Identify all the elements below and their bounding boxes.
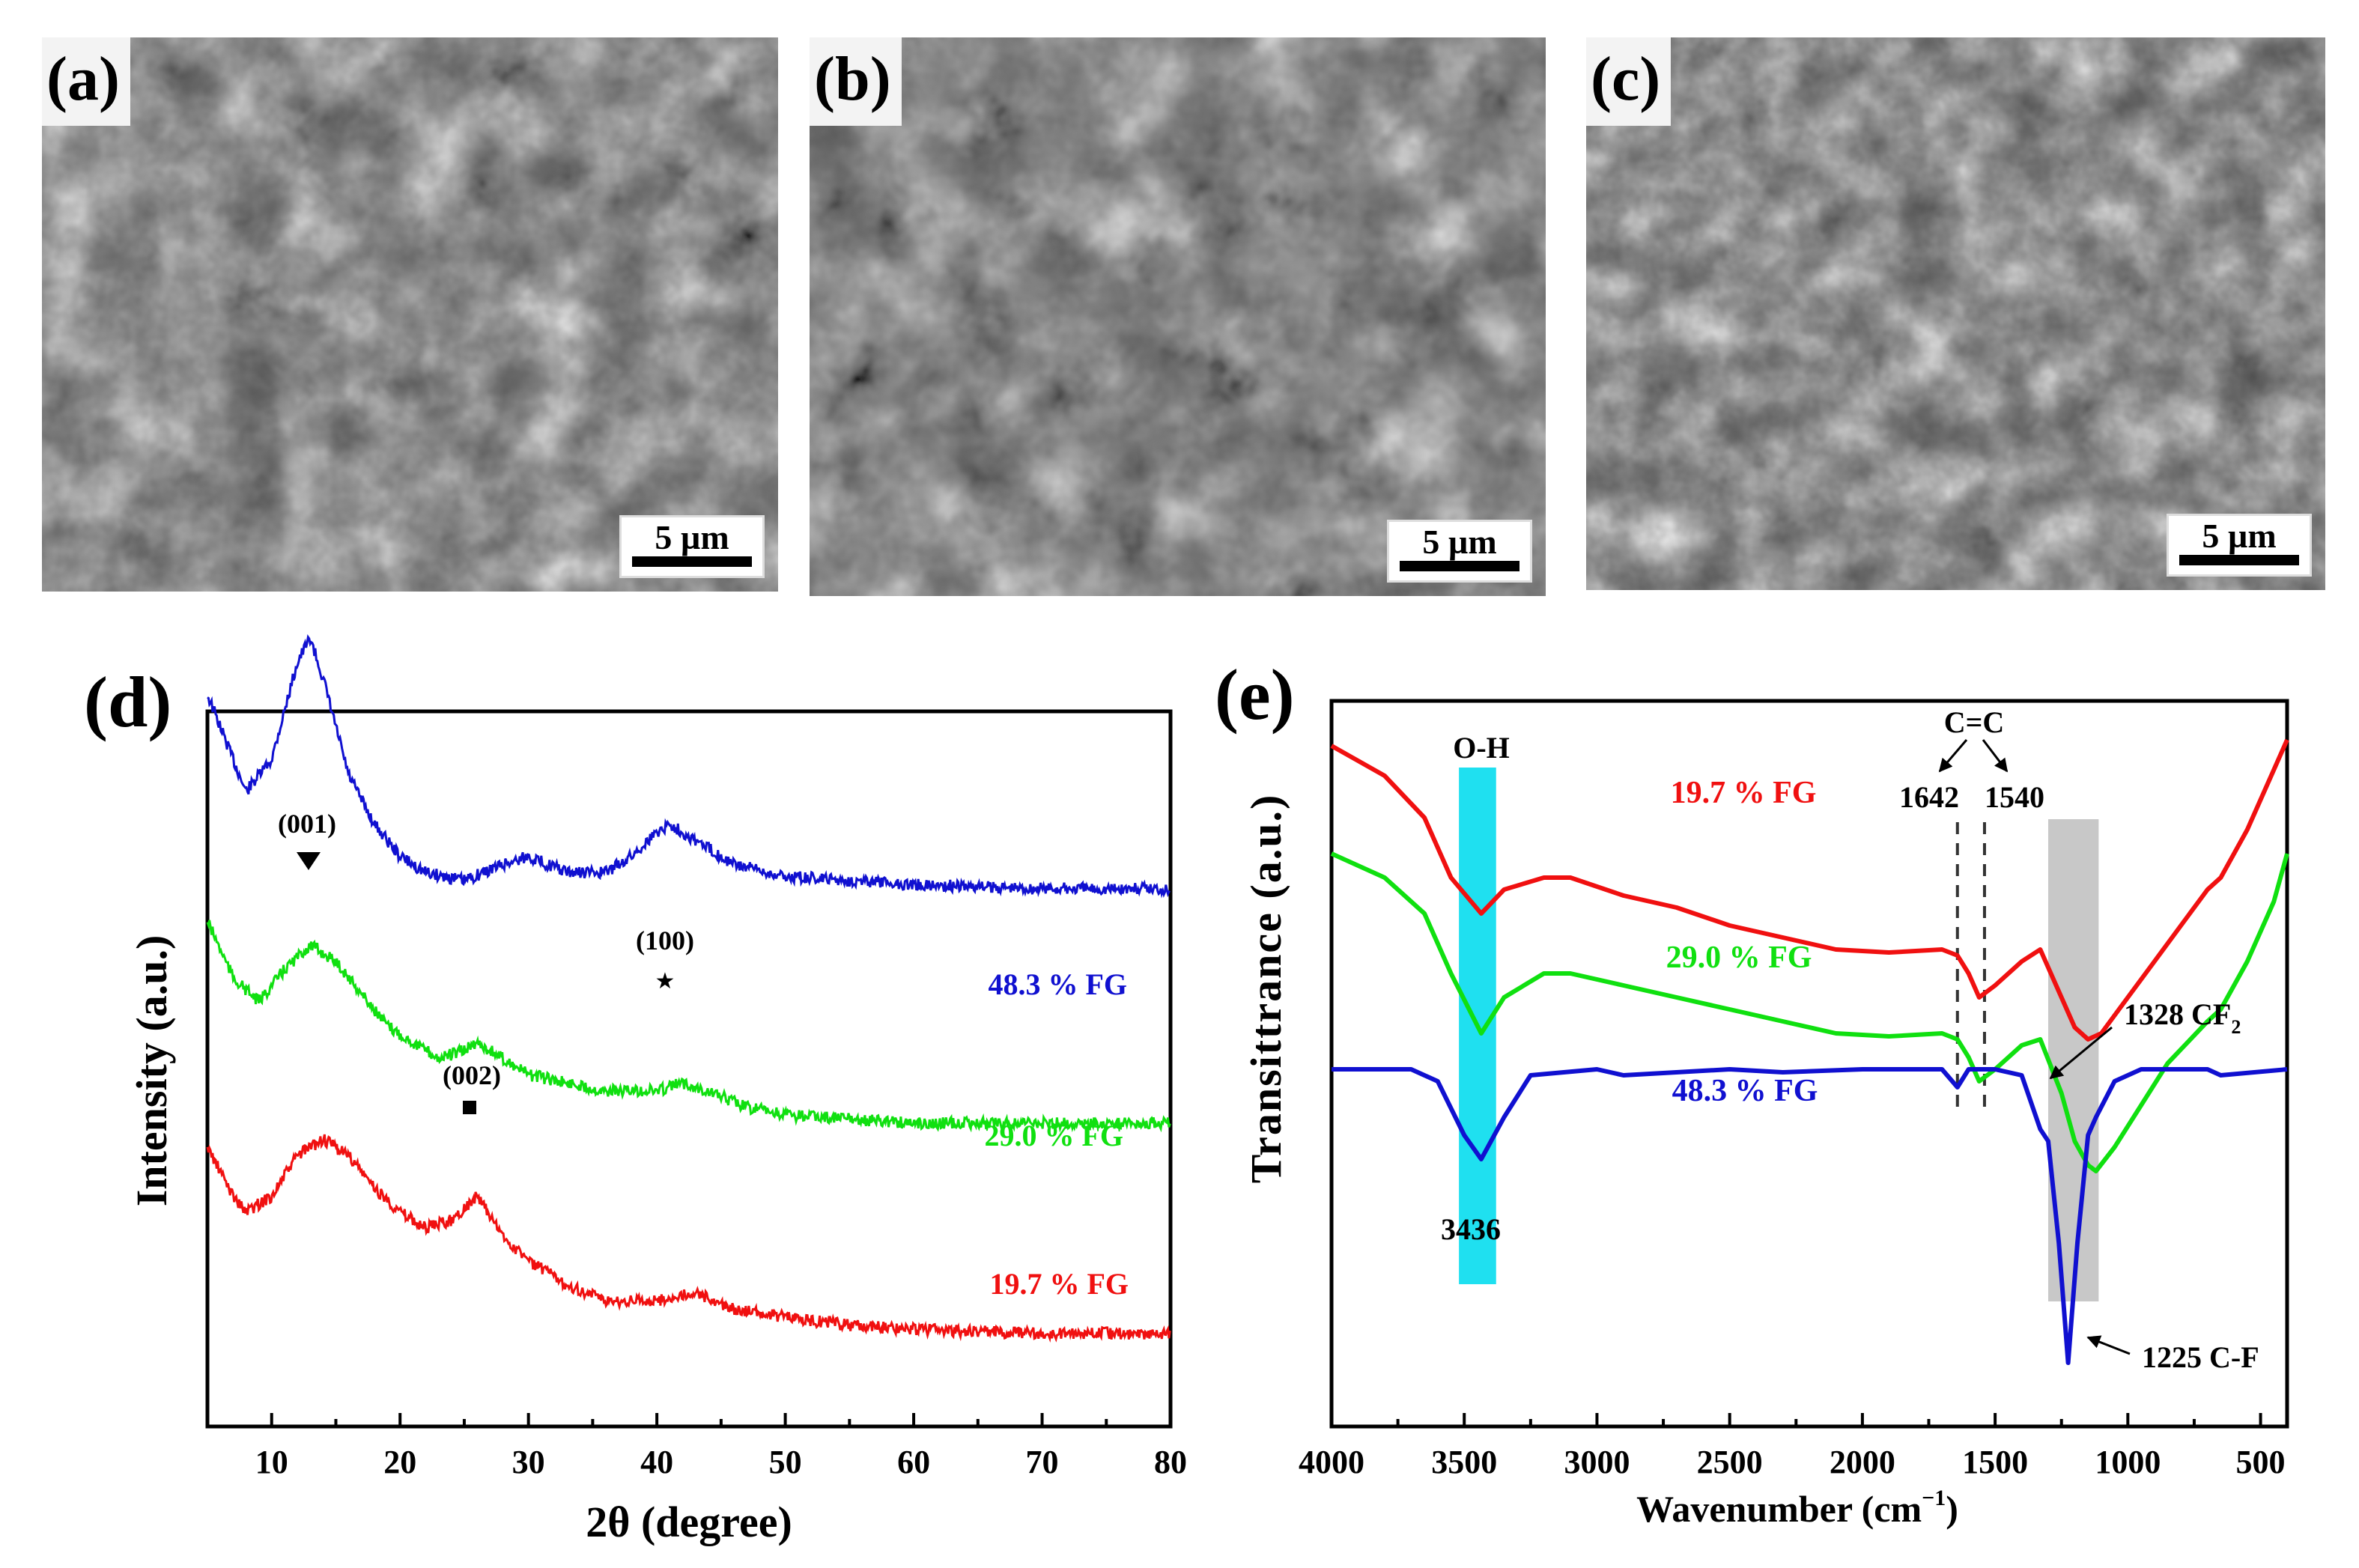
- series-line: [206, 1134, 1171, 1343]
- annotation-001: (001): [278, 809, 336, 839]
- plot-frame: [1329, 699, 2289, 1429]
- scale-bar-text: 5 µm: [1422, 523, 1497, 561]
- sem-image-a: (a) 5 µm: [42, 37, 778, 592]
- y-axis-label: Intensity (a.u.): [127, 935, 176, 1207]
- cc-1540: 1540: [1985, 780, 2044, 814]
- x-tick-label: 60: [897, 1444, 930, 1480]
- scale-bar-a: 5 µm: [619, 515, 765, 578]
- sem-texture-c: [1586, 37, 2325, 590]
- sem-image-b: (b) 5 µm: [810, 37, 1546, 596]
- star-icon: ★: [655, 969, 675, 994]
- x-tick-label: 3500: [1431, 1444, 1497, 1480]
- cf2-arrow: [2049, 1026, 2113, 1080]
- label-19-7-fg: 19.7 % FG: [989, 1267, 1129, 1301]
- x-axis-ticks: 10 20 30 40 50 60 70 80: [206, 1413, 1187, 1480]
- sem-texture-b: [810, 37, 1546, 596]
- scale-bar-b: 5 µm: [1387, 520, 1532, 583]
- label-48-3-fg: 48.3 % FG: [988, 967, 1127, 1001]
- x-axis-label: Wavenumber (cm−1): [1636, 1486, 1958, 1530]
- cf-label: 1225 C-F: [2142, 1340, 2259, 1374]
- x-tick-label: 2000: [1830, 1444, 1895, 1480]
- x-tick-label: 2500: [1697, 1444, 1763, 1480]
- oh-label: O-H: [1453, 731, 1510, 765]
- annotation-002: (002): [443, 1060, 501, 1090]
- oh-wavenumber: 3436: [1441, 1212, 1501, 1246]
- x-tick-label: 20: [383, 1444, 416, 1480]
- panel-label-c: (c): [1586, 37, 1672, 126]
- y-axis-label: Transittrance (a.u.): [1242, 794, 1290, 1184]
- panel-label-b: (b): [810, 37, 902, 126]
- data-series: [206, 633, 1171, 1343]
- plot-frame: [205, 709, 1173, 1429]
- scale-bar-c: 5 µm: [2167, 514, 2312, 577]
- label-29-0-fg: 29.0 % FG: [984, 1119, 1123, 1152]
- cc-label: C=C: [1944, 705, 2005, 739]
- cf2-main: 1328 CF: [2124, 997, 2231, 1031]
- x-tick-label: 50: [769, 1444, 802, 1480]
- series-line: [1330, 851, 2289, 1173]
- panel-label-e: (e): [1215, 654, 1295, 735]
- x-label-sup: −1: [1922, 1486, 1946, 1510]
- series-line: [1332, 1067, 2288, 1365]
- triangle-down-icon: [297, 852, 321, 870]
- series-line: [207, 633, 1171, 899]
- xrd-plot: 10 20 30 40 50 60 70 80 (001) (100) ★ (002) 48.…: [127, 633, 1187, 1546]
- panel-label-a: (a): [42, 37, 130, 126]
- sem-texture-a: [42, 37, 778, 592]
- x-tick-label: 10: [255, 1444, 288, 1480]
- label-29-0-fg: 29.0 % FG: [1666, 941, 1812, 975]
- data-series: [1330, 738, 2289, 1365]
- x-label-main: Wavenumber (cm: [1636, 1488, 1922, 1530]
- scale-bar-text: 5 µm: [2202, 517, 2277, 555]
- x-tick-label: 3000: [1564, 1444, 1630, 1480]
- series-line: [1330, 738, 2289, 1042]
- scale-bar-line: [632, 556, 752, 567]
- label-19-7-fg: 19.7 % FG: [1671, 776, 1817, 810]
- x-label-end: ): [1946, 1488, 1958, 1530]
- scale-bar-line: [2179, 555, 2299, 565]
- x-tick-label: 70: [1026, 1444, 1059, 1480]
- sem-image-c: (c) 5 µm: [1586, 37, 2325, 590]
- x-axis-label: 2θ (degree): [586, 1498, 792, 1546]
- cf2-label: 1328 CF2: [2124, 997, 2241, 1038]
- cf-arrow: [2086, 1335, 2131, 1355]
- x-tick-label: 1500: [1962, 1444, 2028, 1480]
- x-tick-label: 4000: [1299, 1444, 1364, 1480]
- x-tick-label: 1000: [2095, 1444, 2161, 1480]
- x-axis-ticks: 4000 3500 3000 2500 2000 1500 1000 500: [1299, 1413, 2286, 1480]
- square-icon: [463, 1101, 476, 1114]
- cc-1642: 1642: [1899, 780, 1959, 814]
- x-tick-label: 30: [512, 1444, 545, 1480]
- panel-label-d: (d): [84, 662, 172, 742]
- cc-arrow-left: [1938, 739, 1968, 773]
- series-line: [206, 920, 1171, 1133]
- cc-arrow-right: [1982, 739, 2009, 773]
- label-48-3-fg: 48.3 % FG: [1672, 1074, 1818, 1108]
- scale-bar-text: 5 µm: [655, 518, 729, 556]
- annotation-100: (100): [636, 926, 694, 955]
- x-tick-label: 500: [2236, 1444, 2286, 1480]
- cf2-sub: 2: [2231, 1016, 2241, 1038]
- x-tick-label: 80: [1154, 1444, 1187, 1480]
- scale-bar-line: [1400, 561, 1519, 571]
- x-tick-label: 40: [640, 1444, 673, 1480]
- xrd-chart: 10 20 30 40 50 60 70 80 (001) (100) ★ (002) 48.…: [127, 633, 1187, 1546]
